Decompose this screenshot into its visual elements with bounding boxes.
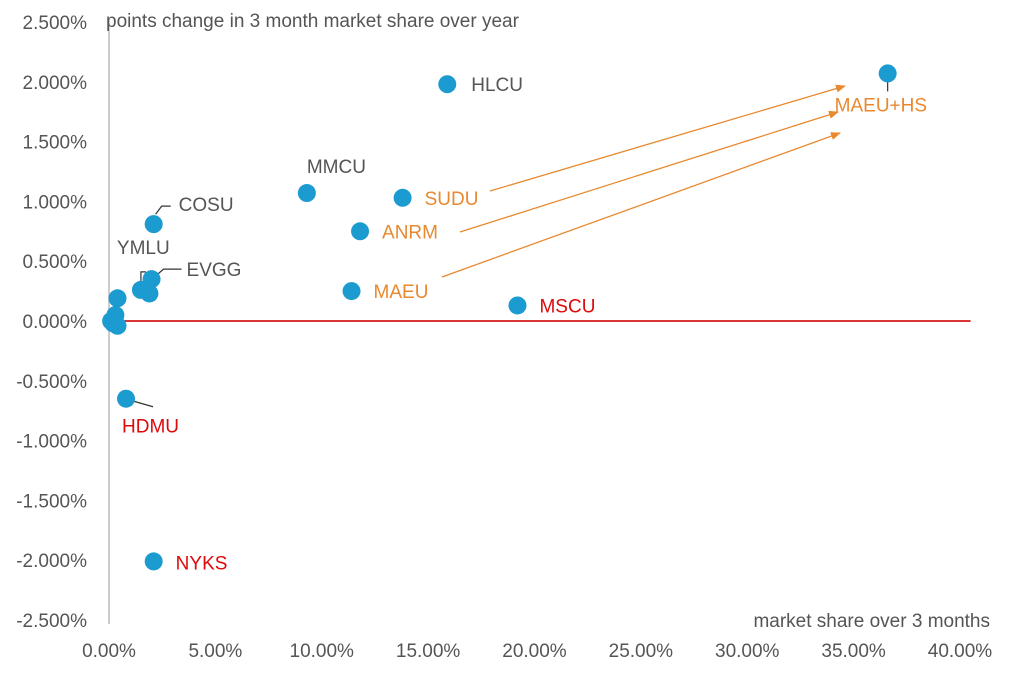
x-tick-label: 15.00%	[396, 641, 461, 662]
point-label: SUDU	[425, 189, 479, 210]
point-label: MSCU	[539, 296, 595, 317]
arrow-sudu-to-merged	[489, 84, 846, 192]
point-hlcu	[438, 75, 457, 94]
x-tick-label: 10.00%	[290, 641, 355, 662]
x-tick-label: 35.00%	[821, 641, 886, 662]
point-cosu	[144, 215, 163, 234]
y-tick-label: -0.500%	[16, 372, 87, 393]
y-axis-title: points change in 3 month market share ov…	[106, 11, 520, 32]
point-mmcu	[297, 184, 316, 203]
point-unlabeled-10	[108, 289, 127, 308]
arrow-maeu-to-merged	[441, 132, 841, 278]
x-tick-label: 20.00%	[502, 641, 567, 662]
point-nyks	[144, 552, 163, 571]
point-label: YMLU	[117, 238, 170, 259]
y-tick-label: 2.000%	[23, 73, 88, 94]
x-tick-label: 40.00%	[928, 641, 993, 662]
point-unlabeled-9	[140, 284, 159, 303]
point-label: ANRM	[382, 222, 438, 243]
point-label: MAEU+HS	[835, 95, 927, 116]
point-label: HLCU	[471, 75, 523, 96]
y-tick-label: 1.000%	[23, 192, 88, 213]
x-tick-label: 25.00%	[609, 641, 674, 662]
point-maeu	[342, 282, 361, 301]
point-label: EVGG	[187, 260, 242, 281]
y-tick-label: -2.000%	[16, 551, 87, 572]
y-tick-label: 1.500%	[23, 133, 88, 154]
point-mscu	[508, 296, 527, 315]
arrow-anrm-to-merged	[459, 110, 839, 233]
point-anrm	[351, 222, 370, 241]
point-unlabeled-14	[108, 316, 127, 335]
y-tick-label: -2.500%	[16, 611, 87, 632]
point-hdmu	[117, 389, 136, 408]
point-label: NYKS	[176, 553, 228, 574]
x-tick-label: 0.00%	[82, 641, 136, 662]
point-sudu	[393, 188, 412, 207]
x-tick-label: 30.00%	[715, 641, 780, 662]
x-axis-title: market share over 3 months	[753, 611, 990, 632]
y-tick-label: 0.500%	[23, 252, 88, 273]
y-tick-label: -1.000%	[16, 432, 87, 453]
point-label: MAEU	[374, 282, 429, 303]
leader-line	[156, 268, 182, 276]
y-tick-label: -1.500%	[16, 491, 87, 512]
x-tick-label: 5.00%	[188, 641, 242, 662]
y-tick-label: 0.000%	[23, 312, 88, 333]
point-label: HDMU	[122, 417, 179, 438]
y-tick-label: 2.500%	[23, 13, 88, 34]
point-maeu-hs	[878, 64, 897, 83]
leader-line	[155, 205, 171, 215]
leader-line	[131, 400, 154, 408]
point-label: COSU	[179, 195, 234, 216]
point-label: MMCU	[307, 157, 366, 178]
